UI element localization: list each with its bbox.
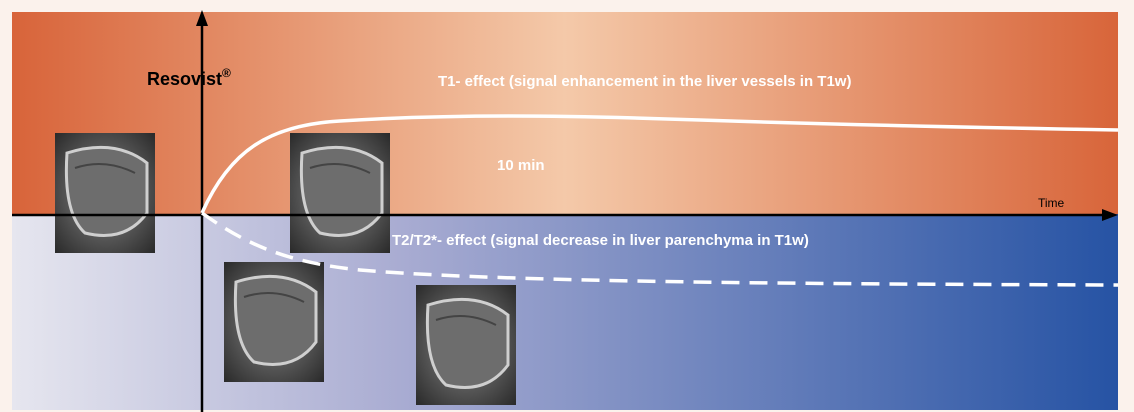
t2-label: T2/T2*- effect (signal decrease in liver… — [392, 232, 809, 249]
mri-image — [224, 262, 324, 382]
t1-band — [12, 12, 1118, 214]
axis-label: Time — [1038, 196, 1065, 210]
mri-image — [290, 133, 390, 253]
mri-image — [55, 133, 155, 253]
mri-image — [416, 285, 516, 405]
diagram: Resovist® T1- effect (signal enhancement… — [0, 0, 1134, 412]
t1-label: T1- effect (signal enhancement in the li… — [438, 73, 851, 90]
time-point: 10 min — [497, 157, 545, 174]
agent-label: Resovist® — [147, 66, 231, 89]
